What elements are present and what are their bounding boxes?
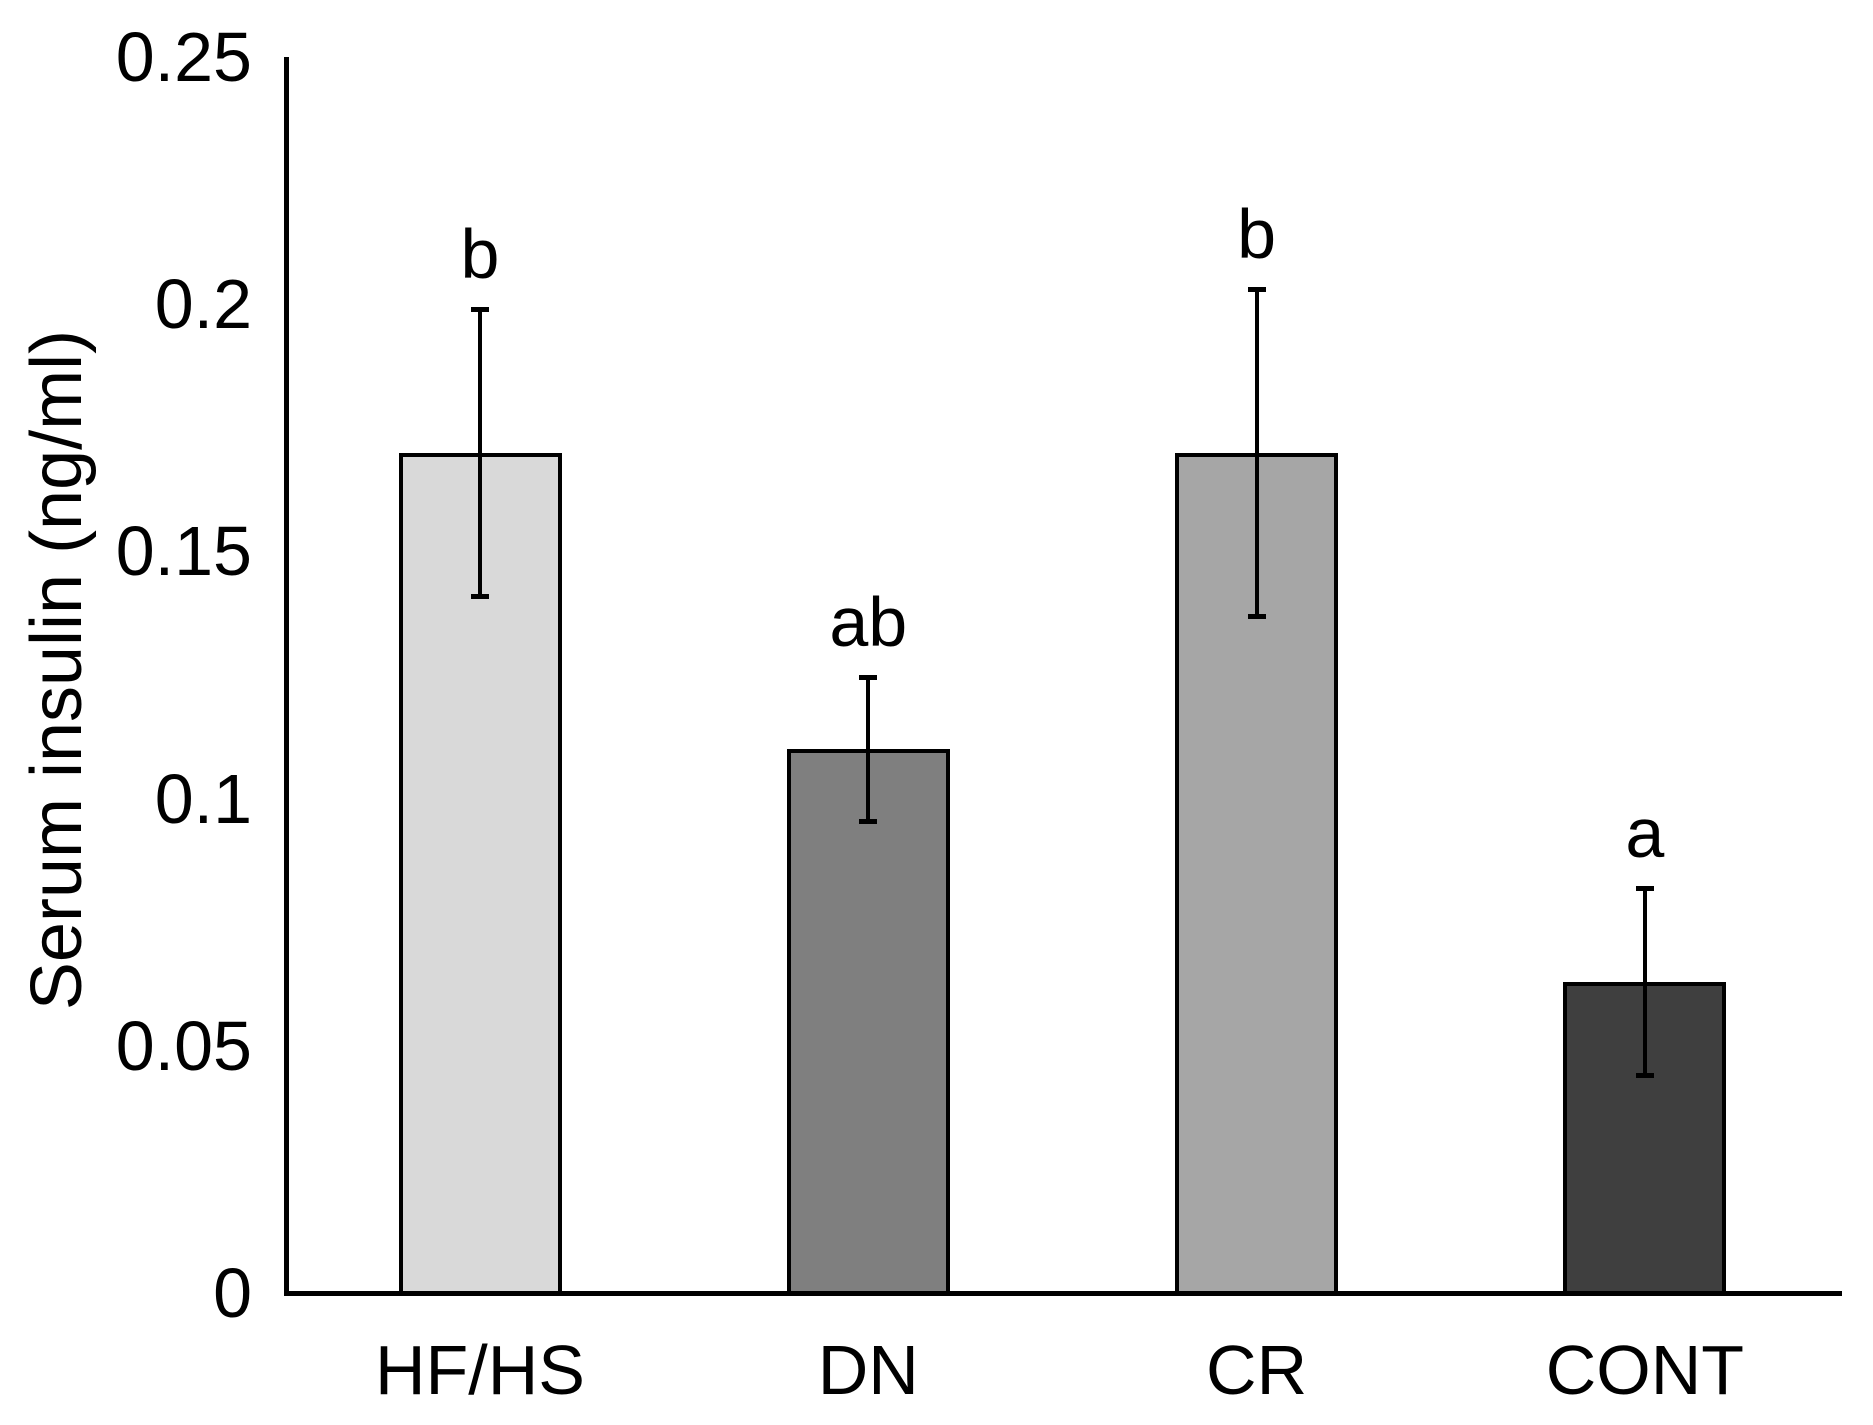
error-bar-line-hf-hs (478, 309, 482, 596)
error-bar-line-cont (1642, 887, 1647, 1076)
y-axis-title: Serum insulin (ng/ml) (17, 329, 97, 1011)
error-bar-bottom-cap-hf-hs (471, 593, 489, 599)
significance-letter-dn: ab (829, 583, 908, 662)
y-tick-label-0-05: 0.05 (115, 1006, 252, 1085)
y-tick-label-0-25: 0.25 (115, 18, 252, 96)
bar-dn (786, 749, 950, 1295)
x-axis-line (284, 1291, 1842, 1296)
error-bar-line-cr (1254, 289, 1259, 616)
error-bar-top-cap-cr (1247, 287, 1266, 293)
error-bar-top-cap-hf-hs (471, 307, 489, 313)
error-bar-bottom-cap-cr (1247, 613, 1266, 619)
error-bar-bottom-cap-dn (859, 818, 878, 824)
y-tick-label-0: 0 (213, 1254, 252, 1332)
y-tick-label-0-2: 0.2 (154, 265, 252, 344)
significance-letter-cont: a (1625, 793, 1665, 872)
y-axis-line (284, 57, 289, 1295)
error-bar-bottom-cap-cont (1635, 1073, 1654, 1079)
y-tick-label-0-15: 0.15 (115, 512, 252, 591)
significance-letter-hf-hs: b (460, 215, 500, 294)
x-tick-label-cr: CR (1206, 1331, 1308, 1409)
x-tick-label-hf-hs: HF/HS (375, 1331, 585, 1409)
error-bar-top-cap-cont (1635, 885, 1654, 891)
y-tick-label-0-1: 0.1 (154, 759, 252, 838)
error-bar-top-cap-dn (859, 675, 878, 681)
significance-letter-cr: b (1237, 195, 1277, 274)
x-tick-label-dn: DN (817, 1331, 919, 1409)
x-tick-label-cont: CONT (1545, 1331, 1745, 1409)
error-bar-line-dn (866, 677, 871, 821)
